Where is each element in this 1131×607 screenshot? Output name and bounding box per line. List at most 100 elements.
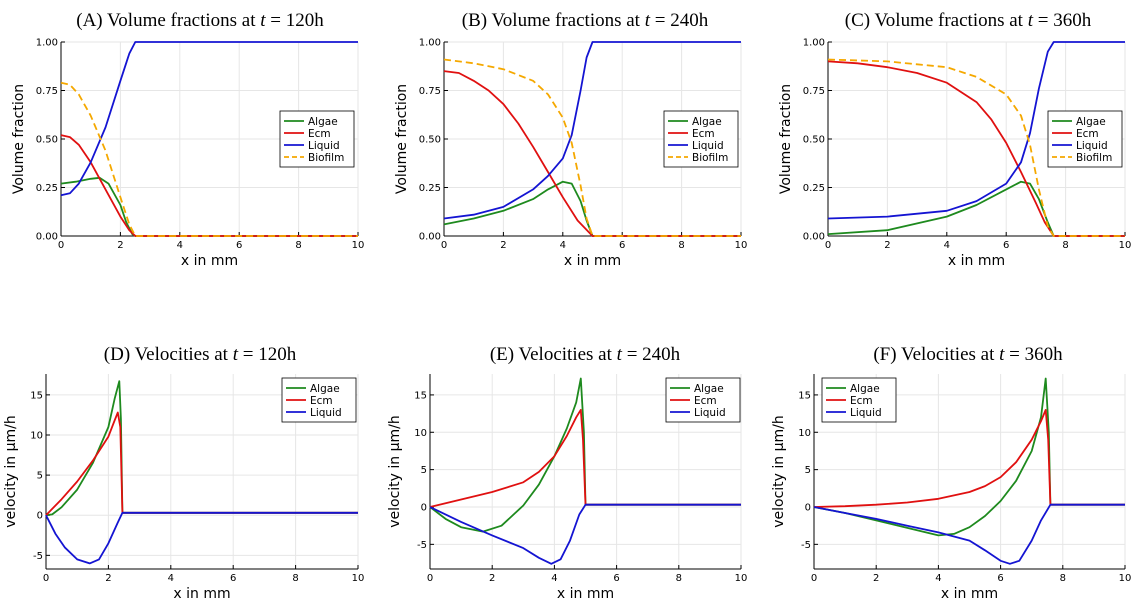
legend-label-algae: Algae (692, 116, 722, 128)
x-axis-label: x in mm (948, 253, 1005, 269)
legend: AlgaeEcmLiquid (282, 378, 356, 422)
y-axis-label: Volume fraction (11, 84, 27, 194)
chart-title: (C) Volume fractions at t = 360h (845, 10, 1092, 31)
chart-title-prefix: (A) Volume fractions at (76, 10, 260, 31)
chart-title-suffix: = 120h (238, 344, 297, 365)
legend-label-liquid: Liquid (310, 407, 342, 419)
legend-label-ecm: Ecm (310, 395, 333, 407)
y-axis-label: velocity in µm/h (3, 415, 19, 528)
chart-title-prefix: (C) Volume fractions at (845, 10, 1028, 31)
x-tick-label: 6 (997, 573, 1003, 584)
legend-label-ecm: Ecm (694, 395, 717, 407)
y-tick-label: 10 (414, 428, 427, 439)
x-tick-label: 10 (352, 573, 365, 584)
y-axis-label: velocity in µm/h (771, 415, 787, 528)
chart-title-prefix: (B) Volume fractions at (462, 10, 645, 31)
legend-label-algae: Algae (850, 383, 880, 395)
x-tick-label: 6 (1003, 240, 1009, 251)
legend-label-biofilm: Biofilm (692, 152, 728, 164)
y-tick-label: 0.00 (36, 232, 58, 243)
series-line-algae (61, 178, 358, 236)
x-tick-label: 6 (236, 240, 242, 251)
legend-label-algae: Algae (308, 116, 338, 128)
x-tick-label: 10 (1119, 240, 1131, 251)
series-line-algae (828, 182, 1125, 236)
y-tick-label: 10 (798, 428, 811, 439)
chart-title: (A) Volume fractions at t = 120h (76, 10, 324, 31)
series-line-ecm (430, 410, 741, 507)
chart-title-suffix: = 240h (650, 10, 709, 31)
legend-label-algae: Algae (310, 383, 340, 395)
y-tick-label: 5 (421, 465, 427, 476)
x-tick-label: 2 (105, 573, 111, 584)
legend-label-biofilm: Biofilm (308, 152, 344, 164)
y-tick-label: 0 (37, 511, 43, 522)
chart-panel-2: (C) Volume fractions at t = 360h 0 2 4 6 8 10 0… (778, 10, 1131, 269)
y-tick-label: 0.50 (803, 135, 825, 146)
chart-title: (F) Velocities at t = 360h (873, 344, 1063, 365)
legend-label-ecm: Ecm (308, 128, 331, 140)
x-tick-label: 2 (884, 240, 890, 251)
x-tick-label: 2 (117, 240, 123, 251)
y-tick-label: 15 (414, 390, 427, 401)
legend: AlgaeEcmLiquidBiofilm (1048, 111, 1122, 167)
x-tick-label: 8 (678, 240, 684, 251)
x-axis-label: x in mm (181, 253, 238, 269)
y-tick-label: -5 (417, 540, 427, 551)
legend-label-biofilm: Biofilm (1076, 152, 1112, 164)
y-tick-label: 10 (30, 430, 43, 441)
y-tick-label: 0.25 (36, 183, 58, 194)
x-tick-label: 10 (735, 573, 748, 584)
y-tick-label: 0 (805, 502, 811, 513)
legend-label-liquid: Liquid (850, 407, 882, 419)
legend-label-liquid: Liquid (694, 407, 726, 419)
y-tick-label: 0.75 (419, 86, 441, 97)
x-axis-label: x in mm (173, 586, 230, 602)
y-tick-label: 15 (30, 390, 43, 401)
y-tick-label: 15 (798, 390, 811, 401)
chart-title-prefix: (F) Velocities at (873, 344, 999, 365)
x-tick-label: 8 (292, 573, 298, 584)
x-tick-label: 4 (551, 573, 557, 584)
x-tick-label: 8 (1062, 240, 1068, 251)
x-tick-label: 6 (619, 240, 625, 251)
x-tick-label: 4 (935, 573, 941, 584)
x-tick-label: 0 (43, 573, 49, 584)
x-tick-label: 6 (230, 573, 236, 584)
chart-title-suffix: = 360h (1033, 10, 1092, 31)
y-tick-label: 0.25 (419, 183, 441, 194)
x-tick-label: 8 (676, 573, 682, 584)
y-tick-label: 0.50 (419, 135, 441, 146)
legend-label-algae: Algae (694, 383, 724, 395)
x-tick-label: 0 (811, 573, 817, 584)
y-axis-label: Volume fraction (778, 84, 794, 194)
y-tick-label: 0 (421, 502, 427, 513)
legend: AlgaeEcmLiquidBiofilm (664, 111, 738, 167)
chart-title-prefix: (E) Velocities at (490, 344, 617, 365)
chart-panel-5: (F) Velocities at t = 360h0 2 4 6 8 10-505101… (771, 344, 1131, 602)
y-tick-label: 0.25 (803, 183, 825, 194)
x-tick-label: 10 (735, 240, 748, 251)
x-tick-label: 8 (1060, 573, 1066, 584)
x-tick-label: 4 (944, 240, 950, 251)
legend-label-ecm: Ecm (850, 395, 873, 407)
x-tick-label: 2 (500, 240, 506, 251)
chart-title-prefix: (D) Velocities at (104, 344, 233, 365)
chart-panel-0: (A) Volume fractions at t = 120h0 2 4 6 8 100… (11, 10, 364, 269)
y-axis-label: Volume fraction (394, 84, 410, 194)
x-tick-label: 2 (489, 573, 495, 584)
chart-panel-1: (B) Volume fractions at t = 240h 0 2 4 6 8 10 0… (394, 10, 747, 269)
x-tick-label: 6 (613, 573, 619, 584)
y-tick-label: -5 (801, 540, 811, 551)
legend-label-algae: Algae (1076, 116, 1106, 128)
x-axis-label: x in mm (557, 586, 614, 602)
chart-title-suffix: = 120h (266, 10, 325, 31)
chart-title: (D) Velocities at t = 120h (104, 344, 297, 365)
series-line-ecm (814, 410, 1125, 507)
legend-label-liquid: Liquid (308, 140, 340, 152)
x-tick-label: 4 (560, 240, 566, 251)
y-tick-label: 0.50 (36, 135, 58, 146)
legend-label-liquid: Liquid (692, 140, 724, 152)
y-tick-label: 1.00 (36, 38, 58, 49)
